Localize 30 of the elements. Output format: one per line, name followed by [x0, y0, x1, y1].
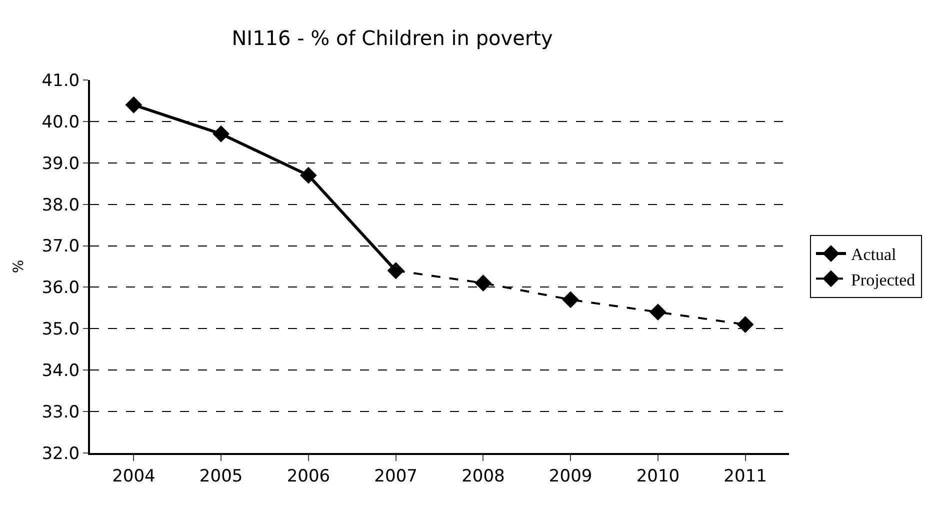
- x-tick-label: 2007: [374, 466, 418, 486]
- point: [125, 96, 142, 114]
- point: [212, 125, 230, 142]
- y-tick-label: 40.0: [42, 112, 80, 132]
- point: [649, 304, 666, 321]
- point: [736, 316, 754, 333]
- x-tick-label: 2005: [199, 466, 243, 486]
- y-tick-label: 38.0: [42, 195, 80, 216]
- y-tick-label: 34.0: [42, 361, 80, 382]
- x-tick-label: 2009: [548, 466, 592, 486]
- y-axis-title: %: [10, 260, 27, 274]
- x-tick-label: 2010: [636, 466, 680, 486]
- y-tick-label: 39.0: [42, 154, 80, 174]
- y-tick-label: 41.0: [42, 70, 80, 91]
- point: [387, 262, 404, 280]
- point: [300, 166, 317, 184]
- x-tick-label: 2006: [286, 466, 330, 486]
- y-tick-label: 37.0: [42, 236, 80, 257]
- x-tick-label: 2008: [462, 466, 505, 486]
- point: [474, 274, 492, 292]
- y-tick-label: 36.0: [42, 278, 80, 298]
- x-tick-label: 2004: [112, 466, 156, 486]
- legend-label: Projected: [850, 270, 916, 290]
- y-tick-label: 33.0: [42, 402, 80, 423]
- y-tick-label: 35.0: [42, 320, 80, 340]
- y-tick-label: 32.0: [42, 444, 80, 464]
- legend-label: Actual: [850, 245, 897, 264]
- chart-title: NI116 - % of Children in poverty: [232, 26, 553, 50]
- point: [562, 291, 580, 308]
- x-tick-label: 2011: [724, 466, 767, 486]
